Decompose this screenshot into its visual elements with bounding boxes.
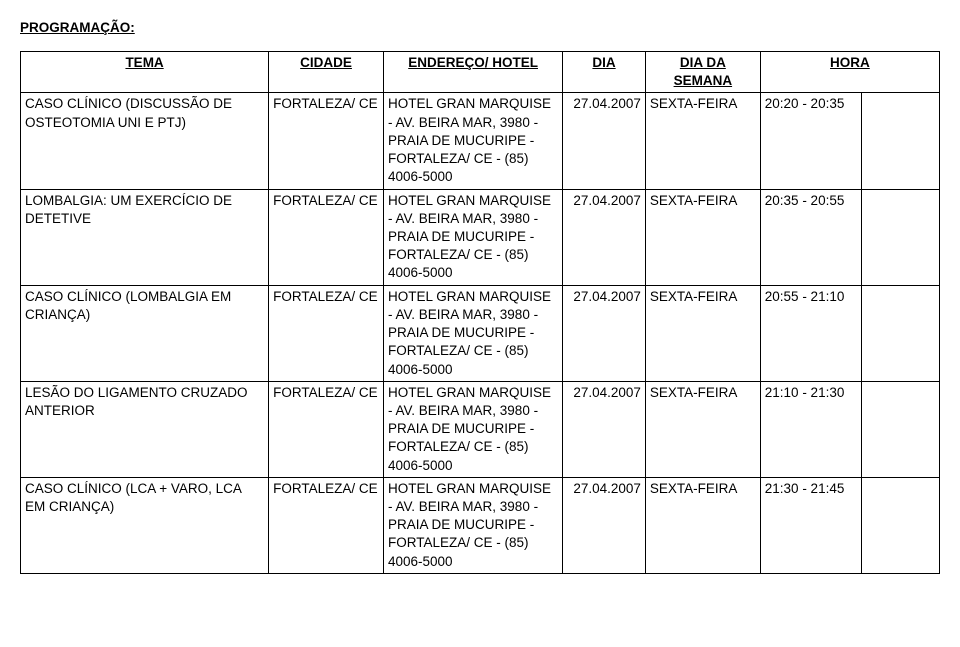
cell-dia: 27.04.2007 <box>563 93 646 189</box>
cell-hora: 21:30 - 21:45 <box>760 477 861 573</box>
table-row: CASO CLÍNICO (LCA + VARO, LCA EM CRIANÇA… <box>21 477 940 573</box>
cell-cidade: FORTALEZA/ CE <box>269 381 384 477</box>
cell-dia: 27.04.2007 <box>563 477 646 573</box>
cell-pad <box>861 93 939 189</box>
cell-endereco: HOTEL GRAN MARQUISE - AV. BEIRA MAR, 398… <box>384 93 563 189</box>
cell-hora: 20:35 - 20:55 <box>760 189 861 285</box>
cell-hora: 21:10 - 21:30 <box>760 381 861 477</box>
cell-hora: 20:20 - 20:35 <box>760 93 861 189</box>
table-row: LOMBALGIA: UM EXERCÍCIO DE DETETIVEFORTA… <box>21 189 940 285</box>
table-row: LESÃO DO LIGAMENTO CRUZADO ANTERIORFORTA… <box>21 381 940 477</box>
cell-dia-semana: SEXTA-FEIRA <box>645 381 760 477</box>
table-row: CASO CLÍNICO (LOMBALGIA EM CRIANÇA)FORTA… <box>21 285 940 381</box>
cell-endereco: HOTEL GRAN MARQUISE - AV. BEIRA MAR, 398… <box>384 477 563 573</box>
cell-dia-semana: SEXTA-FEIRA <box>645 189 760 285</box>
cell-tema: CASO CLÍNICO (LCA + VARO, LCA EM CRIANÇA… <box>21 477 269 573</box>
table-row: CASO CLÍNICO (DISCUSSÃO DE OSTEOTOMIA UN… <box>21 93 940 189</box>
cell-dia: 27.04.2007 <box>563 189 646 285</box>
page-title: PROGRAMAÇÃO: <box>20 20 940 35</box>
cell-pad <box>861 477 939 573</box>
cell-pad <box>861 381 939 477</box>
header-dia-semana: DIA DA SEMANA <box>645 52 760 93</box>
cell-cidade: FORTALEZA/ CE <box>269 477 384 573</box>
header-tema: TEMA <box>21 52 269 93</box>
cell-dia-semana: SEXTA-FEIRA <box>645 477 760 573</box>
cell-dia-semana: SEXTA-FEIRA <box>645 285 760 381</box>
table-header-row: TEMA CIDADE ENDEREÇO/ HOTEL DIA DIA DA S… <box>21 52 940 93</box>
cell-endereco: HOTEL GRAN MARQUISE - AV. BEIRA MAR, 398… <box>384 285 563 381</box>
cell-endereco: HOTEL GRAN MARQUISE - AV. BEIRA MAR, 398… <box>384 381 563 477</box>
cell-dia: 27.04.2007 <box>563 381 646 477</box>
cell-hora: 20:55 - 21:10 <box>760 285 861 381</box>
schedule-table: TEMA CIDADE ENDEREÇO/ HOTEL DIA DIA DA S… <box>20 51 940 574</box>
cell-pad <box>861 285 939 381</box>
cell-tema: CASO CLÍNICO (DISCUSSÃO DE OSTEOTOMIA UN… <box>21 93 269 189</box>
cell-dia-semana: SEXTA-FEIRA <box>645 93 760 189</box>
header-dia: DIA <box>563 52 646 93</box>
cell-endereco: HOTEL GRAN MARQUISE - AV. BEIRA MAR, 398… <box>384 189 563 285</box>
header-endereco: ENDEREÇO/ HOTEL <box>384 52 563 93</box>
header-cidade: CIDADE <box>269 52 384 93</box>
cell-pad <box>861 189 939 285</box>
cell-cidade: FORTALEZA/ CE <box>269 285 384 381</box>
cell-tema: CASO CLÍNICO (LOMBALGIA EM CRIANÇA) <box>21 285 269 381</box>
cell-tema: LOMBALGIA: UM EXERCÍCIO DE DETETIVE <box>21 189 269 285</box>
cell-cidade: FORTALEZA/ CE <box>269 189 384 285</box>
cell-cidade: FORTALEZA/ CE <box>269 93 384 189</box>
cell-tema: LESÃO DO LIGAMENTO CRUZADO ANTERIOR <box>21 381 269 477</box>
cell-dia: 27.04.2007 <box>563 285 646 381</box>
header-hora: HORA <box>760 52 939 93</box>
